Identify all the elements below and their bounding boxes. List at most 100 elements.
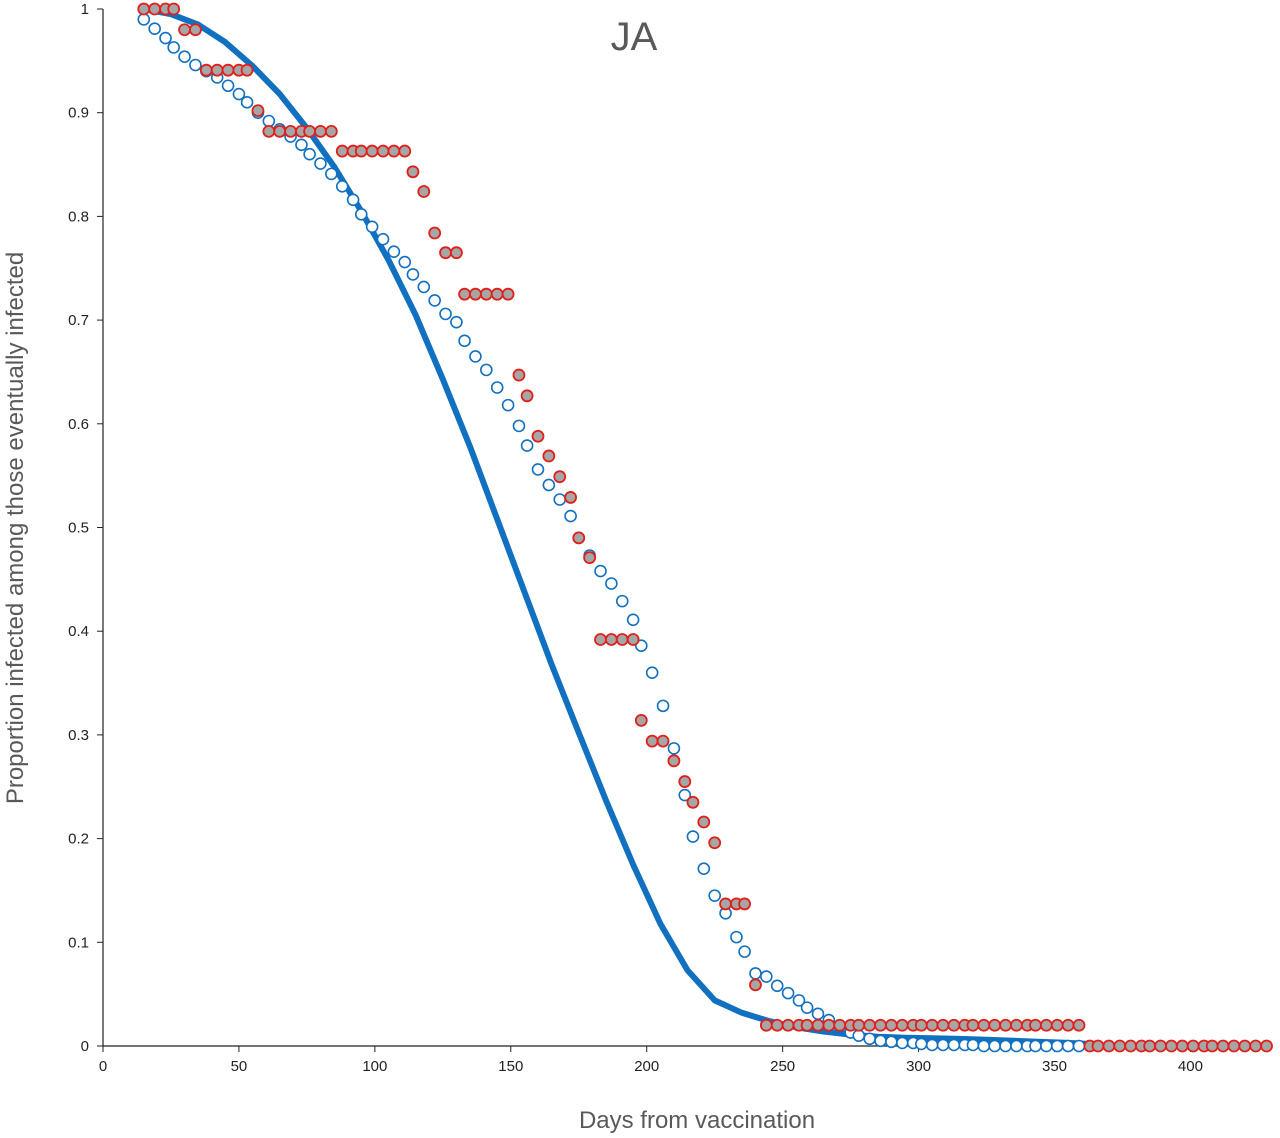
observed-point <box>977 1018 991 1032</box>
observed-point <box>1039 1018 1053 1032</box>
model-point <box>594 564 607 578</box>
observed-point <box>1113 1039 1127 1053</box>
model-point <box>240 96 254 109</box>
x-tick-label: 100 <box>362 1058 387 1075</box>
model-point <box>1050 1039 1064 1053</box>
observed-point <box>583 551 597 564</box>
observed-point <box>863 1018 877 1032</box>
model-point <box>1010 1039 1023 1053</box>
model-point <box>966 1038 980 1052</box>
model-point <box>605 577 618 590</box>
model-point <box>874 1034 887 1048</box>
observed-point <box>564 491 577 504</box>
observed-point <box>251 104 265 118</box>
model-points-layer <box>137 13 1086 1053</box>
observed-point <box>1175 1039 1189 1053</box>
observed-point <box>914 1018 928 1032</box>
observed-point <box>800 1018 814 1032</box>
model-point <box>531 463 545 476</box>
observed-point <box>520 389 534 403</box>
model-point <box>770 979 784 993</box>
model-point <box>1072 1039 1086 1053</box>
x-tick-label: 50 <box>231 1058 248 1075</box>
observed-point <box>770 1018 784 1032</box>
x-tick-label: 250 <box>770 1058 795 1075</box>
model-point <box>977 1039 991 1053</box>
observed-points-layer <box>137 2 1273 1053</box>
fitted-curve-line <box>140 6 1091 1047</box>
model-point <box>325 167 338 181</box>
model-point <box>406 268 420 281</box>
observed-point <box>1102 1039 1116 1053</box>
model-point <box>295 138 308 152</box>
model-point <box>988 1039 1002 1053</box>
observed-point <box>667 754 681 768</box>
y-tick-label: 0.5 <box>68 520 89 537</box>
observed-point <box>594 633 607 646</box>
y-tick-label: 1 <box>81 1 89 18</box>
model-point <box>148 22 161 36</box>
y-tick-label: 0.6 <box>68 416 89 433</box>
y-tick-label: 0.8 <box>68 208 89 225</box>
model-point <box>417 280 431 294</box>
observed-point <box>781 1018 795 1032</box>
model-point <box>615 594 629 608</box>
observed-point <box>604 633 618 646</box>
observed-point <box>376 144 390 158</box>
model-point <box>490 381 504 394</box>
model-point <box>697 862 711 875</box>
observed-point <box>874 1018 887 1032</box>
observed-point <box>324 124 338 138</box>
observed-point <box>1010 1018 1023 1032</box>
observed-point <box>167 2 181 16</box>
observed-point <box>1249 1039 1263 1053</box>
observed-point <box>428 226 442 240</box>
model-point <box>1029 1039 1042 1053</box>
observed-point <box>406 165 420 179</box>
model-point <box>314 157 327 170</box>
observed-point <box>221 63 235 77</box>
x-tick-label: 350 <box>1042 1058 1067 1075</box>
observed-point <box>314 124 327 138</box>
model-point <box>189 58 202 72</box>
model-point <box>730 930 743 944</box>
y-tick-label: 0.2 <box>68 831 89 848</box>
observed-point <box>936 1018 950 1032</box>
observed-point <box>240 63 254 77</box>
model-point <box>749 967 762 980</box>
model-point <box>354 208 368 221</box>
x-tick-label: 400 <box>1178 1058 1203 1075</box>
observed-point <box>417 185 431 198</box>
model-point <box>303 147 316 161</box>
observed-point <box>895 1018 909 1032</box>
observed-point <box>999 1018 1012 1032</box>
observed-point <box>553 470 567 484</box>
model-point <box>947 1038 961 1052</box>
observed-point <box>852 1018 866 1032</box>
observed-point <box>1143 1039 1157 1053</box>
observed-point <box>833 1018 847 1032</box>
model-point <box>376 232 390 246</box>
model-point <box>781 986 795 1000</box>
observed-point <box>137 2 151 16</box>
model-point <box>1040 1039 1053 1053</box>
observed-point <box>686 795 700 809</box>
model-point <box>501 398 515 412</box>
observed-point <box>273 124 287 138</box>
observed-point <box>988 1018 1002 1032</box>
x-tick-label: 200 <box>634 1058 659 1075</box>
observed-point <box>148 2 162 16</box>
model-point <box>480 363 493 377</box>
model-point <box>895 1036 909 1050</box>
observed-point <box>1061 1018 1075 1032</box>
model-point <box>852 1029 866 1042</box>
observed-point <box>572 531 586 545</box>
model-point <box>335 180 349 193</box>
model-point <box>811 1007 825 1021</box>
observed-point <box>439 246 452 260</box>
y-tick-label: 0.3 <box>68 727 89 744</box>
observed-point <box>947 1018 961 1032</box>
y-tick-label: 0.1 <box>68 934 89 951</box>
observed-point <box>284 124 297 138</box>
